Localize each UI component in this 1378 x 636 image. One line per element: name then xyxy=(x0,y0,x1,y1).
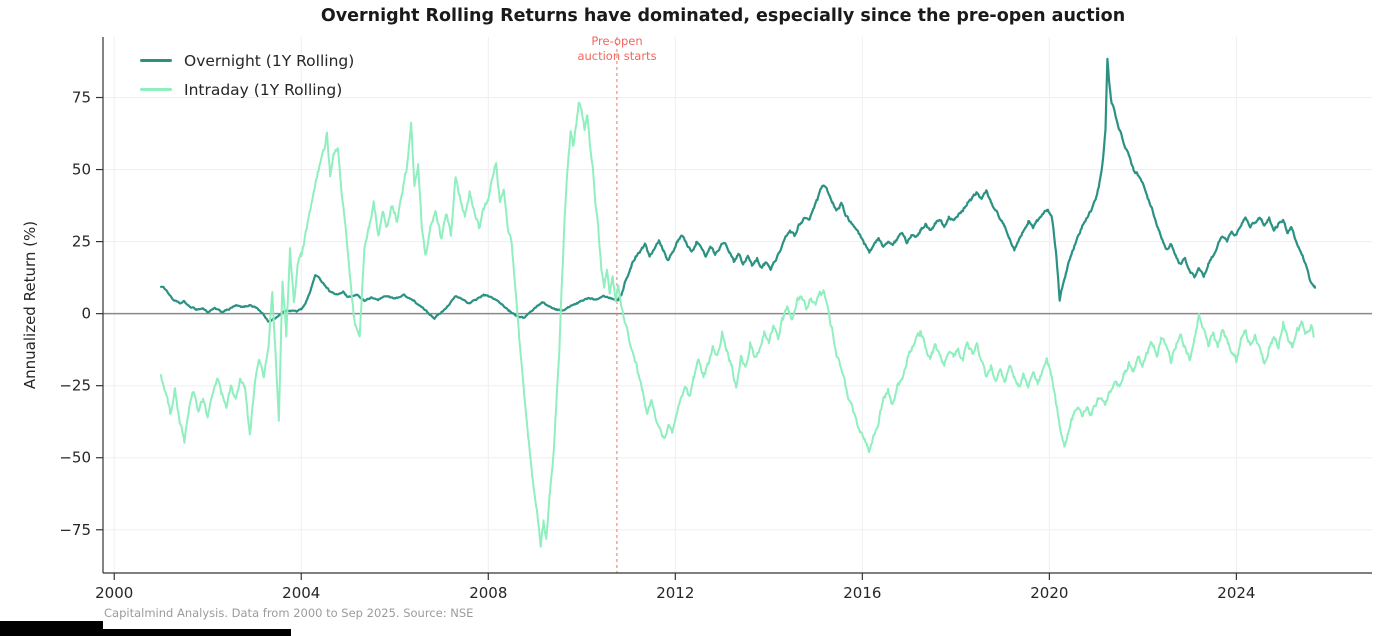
svg-text:−50: −50 xyxy=(59,449,91,467)
redaction-bar-top xyxy=(0,621,103,630)
y-axis-ticks: 75 50 25 0 −25 −50 −75 xyxy=(59,89,103,539)
svg-text:0: 0 xyxy=(81,305,91,323)
intraday-series-line xyxy=(160,101,1315,548)
chart-title: Overnight Rolling Returns have dominated… xyxy=(320,6,1126,26)
svg-text:2024: 2024 xyxy=(1217,584,1255,602)
overnight-series-line xyxy=(159,57,1317,323)
x-axis-ticks: 2000 2004 2008 2012 2016 2020 2024 xyxy=(95,573,1255,602)
legend-label-overnight: Overnight (1Y Rolling) xyxy=(184,51,355,70)
svg-text:50: 50 xyxy=(72,161,91,179)
svg-text:2000: 2000 xyxy=(95,584,133,602)
preopen-auction-annotation: Pre-open auction starts xyxy=(577,34,656,64)
svg-text:25: 25 xyxy=(72,233,91,251)
svg-text:2012: 2012 xyxy=(656,584,694,602)
svg-text:−25: −25 xyxy=(59,377,91,395)
svg-text:2020: 2020 xyxy=(1030,584,1068,602)
legend: Overnight (1Y Rolling) Intraday (1Y Roll… xyxy=(140,46,354,104)
annotation-line-1: Pre-open xyxy=(591,34,643,48)
legend-label-intraday: Intraday (1Y Rolling) xyxy=(184,80,343,99)
gridlines xyxy=(103,37,1372,573)
annotation-line-2: auction starts xyxy=(577,48,657,63)
source-note: Capitalmind Analysis. Data from 2000 to … xyxy=(104,606,474,620)
svg-text:2008: 2008 xyxy=(469,584,507,602)
svg-text:75: 75 xyxy=(72,89,91,107)
svg-text:2016: 2016 xyxy=(843,584,881,602)
y-axis-title: Annualized Return (%) xyxy=(21,220,39,390)
intraday-line-swatch xyxy=(140,87,172,92)
legend-item-intraday: Intraday (1Y Rolling) xyxy=(140,75,354,104)
svg-text:−75: −75 xyxy=(59,521,91,539)
overnight-line-swatch xyxy=(140,58,172,63)
redaction-bar-bottom xyxy=(0,629,291,636)
legend-item-overnight: Overnight (1Y Rolling) xyxy=(140,46,354,75)
svg-text:2004: 2004 xyxy=(282,584,320,602)
